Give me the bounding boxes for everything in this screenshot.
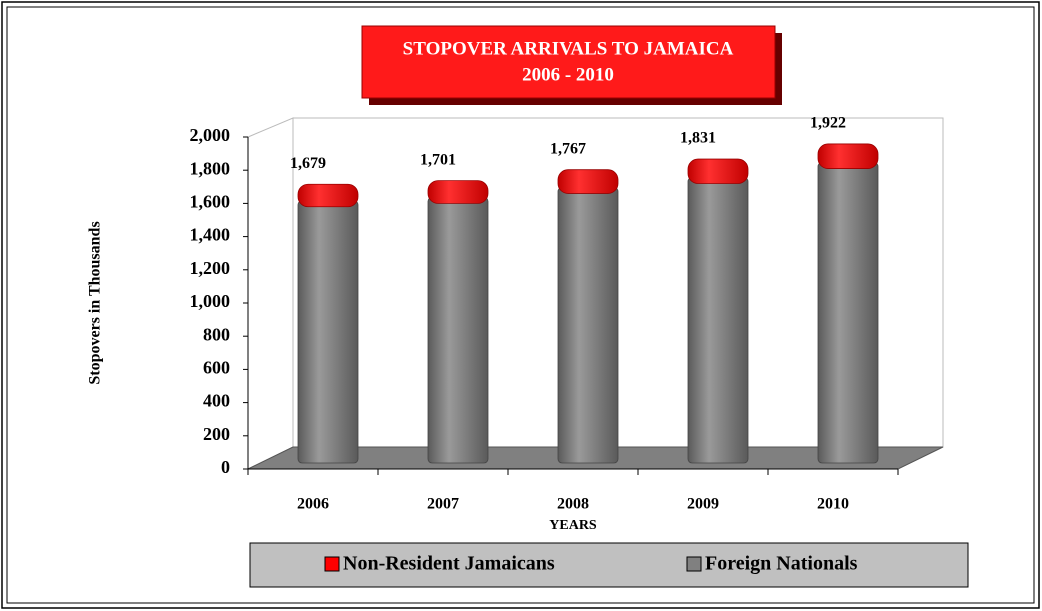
total-label: 1,701 bbox=[420, 151, 456, 168]
y-tick-label: 1,200 bbox=[190, 258, 231, 278]
total-label: 1,831 bbox=[680, 130, 716, 147]
bar-segment bbox=[817, 143, 879, 169]
y-tick-label: 800 bbox=[203, 324, 230, 344]
bar-segment bbox=[427, 196, 489, 464]
y-tick-label: 1,800 bbox=[190, 158, 231, 178]
y-tick-label: 0 bbox=[221, 457, 230, 477]
y-tick-label: 2,000 bbox=[190, 125, 231, 145]
y-tick-label: 1,000 bbox=[190, 291, 231, 311]
legend-swatch bbox=[686, 556, 702, 572]
bar-segment bbox=[297, 183, 359, 208]
legend-box bbox=[249, 542, 969, 588]
title-box bbox=[361, 25, 776, 99]
bar-segment bbox=[687, 158, 749, 184]
bar-segment bbox=[687, 177, 749, 464]
x-tick-label: 2007 bbox=[427, 496, 459, 513]
x-tick-label: 2009 bbox=[687, 496, 719, 513]
bar-segment bbox=[557, 187, 619, 464]
x-tick-label: 2008 bbox=[557, 496, 589, 513]
total-label: 1,767 bbox=[550, 140, 586, 157]
legend-label: Non-Resident Jamaicans bbox=[343, 553, 555, 575]
chart-title: STOPOVER ARRIVALS TO JAMAICA bbox=[403, 38, 734, 59]
legend-label: Foreign Nationals bbox=[705, 553, 858, 575]
bar-segment bbox=[557, 169, 619, 194]
side-wall bbox=[247, 117, 294, 470]
chart-subtitle: 2006 - 2010 bbox=[522, 64, 614, 85]
y-axis-label: Stopovers in Thousands bbox=[87, 221, 104, 384]
y-tick-label: 400 bbox=[203, 391, 230, 411]
x-tick-label: 2006 bbox=[297, 496, 329, 513]
bar-segment bbox=[427, 180, 489, 204]
total-label: 1,922 bbox=[810, 115, 846, 132]
x-tick-label: 2010 bbox=[817, 496, 849, 513]
y-tick-label: 1,400 bbox=[190, 225, 231, 245]
bar-segment bbox=[817, 162, 879, 464]
x-axis-label: YEARS bbox=[549, 518, 597, 533]
bar-segment bbox=[297, 200, 359, 464]
y-tick-label: 200 bbox=[203, 424, 230, 444]
inner-border bbox=[6, 6, 1035, 604]
total-label: 1,679 bbox=[290, 155, 326, 172]
legend-swatch bbox=[324, 556, 340, 572]
y-tick-label: 1,600 bbox=[190, 192, 231, 212]
y-tick-label: 600 bbox=[203, 358, 230, 378]
